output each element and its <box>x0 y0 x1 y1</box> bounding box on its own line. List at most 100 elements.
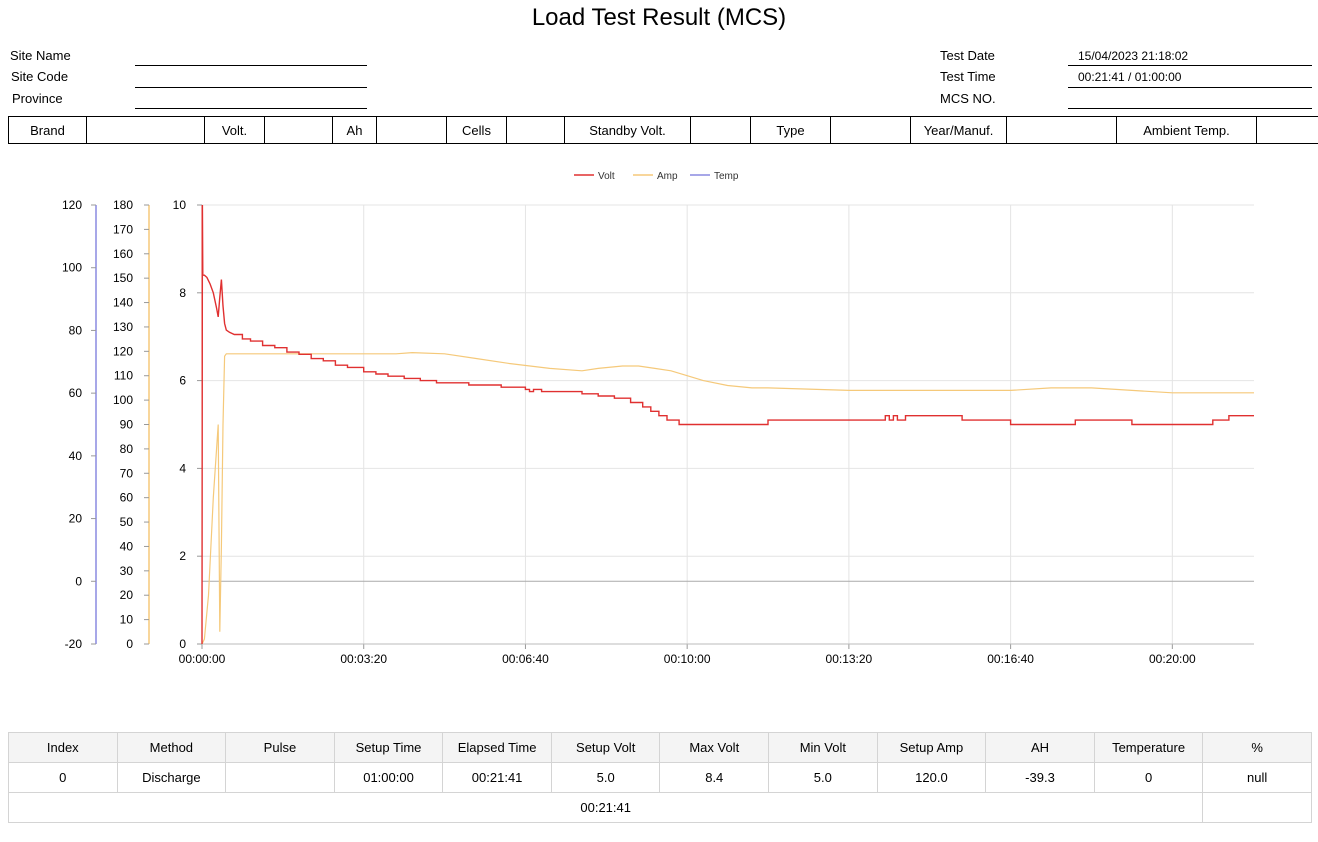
volt-series-line <box>201 204 1254 645</box>
amp-tick-label: 80 <box>120 442 134 456</box>
brand-label: Brand <box>8 116 87 144</box>
province-field <box>135 108 367 109</box>
temp-tick-label: 40 <box>69 449 83 463</box>
amp-tick-label: 30 <box>120 564 134 578</box>
col-header: Elapsed Time <box>442 732 552 763</box>
results-header-row: Index Method Pulse Setup Time Elapsed Ti… <box>8 732 1312 763</box>
battery-info-table: Brand Volt. Ah Cells Standby Volt. Type … <box>8 116 1318 144</box>
temp-tick-label: 100 <box>62 261 82 275</box>
table-cell: null <box>1202 762 1312 793</box>
amp-tick-label: 10 <box>120 613 134 627</box>
table-cell: 5.0 <box>550 762 661 793</box>
amp-tick-label: 50 <box>120 515 134 529</box>
amp-tick-label: 140 <box>113 296 133 310</box>
amp-tick-label: 150 <box>113 271 133 285</box>
amp-series-line <box>201 351 1254 645</box>
ah-label: Ah <box>332 116 377 144</box>
brand-value <box>86 116 205 144</box>
x-tick-label: 00:10:00 <box>664 652 711 666</box>
col-header: % <box>1202 732 1312 763</box>
col-header: Setup Amp <box>876 732 987 763</box>
test-time-label: Test Time <box>940 69 996 84</box>
ambient-temp-value <box>1256 116 1318 144</box>
amp-tick-label: 40 <box>120 539 134 553</box>
volt-tick-label: 0 <box>179 637 186 651</box>
mcs-no-label: MCS NO. <box>940 91 996 106</box>
col-header: AH <box>985 732 1095 763</box>
x-tick-label: 00:03:20 <box>340 652 387 666</box>
col-header: Max Volt <box>659 732 770 763</box>
amp-tick-label: 70 <box>120 466 134 480</box>
volt-tick-label: 10 <box>173 198 187 212</box>
x-tick-label: 00:00:00 <box>179 652 226 666</box>
col-header: Setup Time <box>333 732 444 763</box>
ambient-temp-label: Ambient Temp. <box>1116 116 1257 144</box>
col-header: Pulse <box>225 732 335 763</box>
col-header: Method <box>116 732 227 763</box>
cells-label: Cells <box>446 116 507 144</box>
col-header: Temperature <box>1093 732 1204 763</box>
temp-tick-label: 20 <box>69 512 83 526</box>
total-elapsed: 00:21:41 <box>7 792 1204 823</box>
province-label: Province <box>12 91 63 106</box>
table-cell <box>225 762 335 793</box>
temp-tick-label: 60 <box>69 386 83 400</box>
test-date-field <box>1068 65 1312 66</box>
test-date-value: 15/04/2023 21:18:02 <box>1078 49 1189 63</box>
load-test-chart: 00:00:00 00:03:20 00:06:40 00:10:00 00:13:20… <box>62 171 1254 666</box>
legend-label-amp: Amp <box>657 171 678 182</box>
table-cell: 0 <box>8 762 118 793</box>
legend-label-volt: Volt <box>598 171 615 182</box>
cells-value <box>506 116 565 144</box>
site-name-field <box>135 65 367 66</box>
temp-tick-label: 80 <box>69 323 83 337</box>
table-cell: 0 <box>1093 762 1204 793</box>
x-tick-label: 00:06:40 <box>502 652 549 666</box>
x-tick-label: 00:13:20 <box>826 652 873 666</box>
test-time-field <box>1068 87 1312 88</box>
total-empty-cell <box>1202 792 1312 823</box>
year-manuf-value <box>1006 116 1117 144</box>
table-cell: 8.4 <box>659 762 770 793</box>
test-time-value: 00:21:41 / 01:00:00 <box>1078 70 1182 84</box>
volt-value <box>264 116 333 144</box>
table-cell: Discharge <box>116 762 227 793</box>
amp-tick-label: 120 <box>113 344 133 358</box>
amp-tick-label: 170 <box>113 222 133 236</box>
amp-tick-label: 110 <box>114 369 133 383</box>
amp-tick-label: 180 <box>113 198 133 212</box>
amp-tick-label: 60 <box>120 491 134 505</box>
amp-tick-label: 20 <box>120 588 134 602</box>
table-cell: 00:21:41 <box>442 762 552 793</box>
total-row: 00:21:41 <box>7 792 1312 823</box>
table-cell: -39.3 <box>985 762 1095 793</box>
site-name-label: Site Name <box>10 48 71 63</box>
col-header: Min Volt <box>768 732 878 763</box>
amp-tick-label: 160 <box>113 247 133 261</box>
volt-tick-label: 6 <box>179 374 186 388</box>
type-value <box>830 116 911 144</box>
year-manuf-label: Year/Manuf. <box>910 116 1007 144</box>
table-cell: 01:00:00 <box>333 762 444 793</box>
amp-tick-label: 90 <box>120 418 134 432</box>
col-header: Index <box>8 732 118 763</box>
col-header: Setup Volt <box>550 732 661 763</box>
results-table: Index Method Pulse Setup Time Elapsed Ti… <box>7 732 1312 823</box>
report-title: Load Test Result (MCS) <box>531 4 787 31</box>
site-code-field <box>135 87 367 88</box>
standby-volt-label: Standby Volt. <box>564 116 691 144</box>
type-label: Type <box>750 116 831 144</box>
test-date-label: Test Date <box>940 48 995 63</box>
amp-tick-label: 0 <box>126 637 133 651</box>
site-code-label: Site Code <box>11 69 69 84</box>
temp-tick-label: 120 <box>62 198 82 212</box>
mcs-no-field <box>1068 108 1312 109</box>
table-cell: 120.0 <box>876 762 987 793</box>
ah-value <box>376 116 447 144</box>
temp-tick-label: 0 <box>75 574 82 588</box>
standby-volt-value <box>690 116 751 144</box>
amp-tick-label: 130 <box>113 320 133 334</box>
amp-tick-label: 100 <box>113 393 133 407</box>
table-row: 0 Discharge 01:00:00 00:21:41 5.0 8.4 5.… <box>8 762 1312 793</box>
table-cell: 5.0 <box>768 762 878 793</box>
